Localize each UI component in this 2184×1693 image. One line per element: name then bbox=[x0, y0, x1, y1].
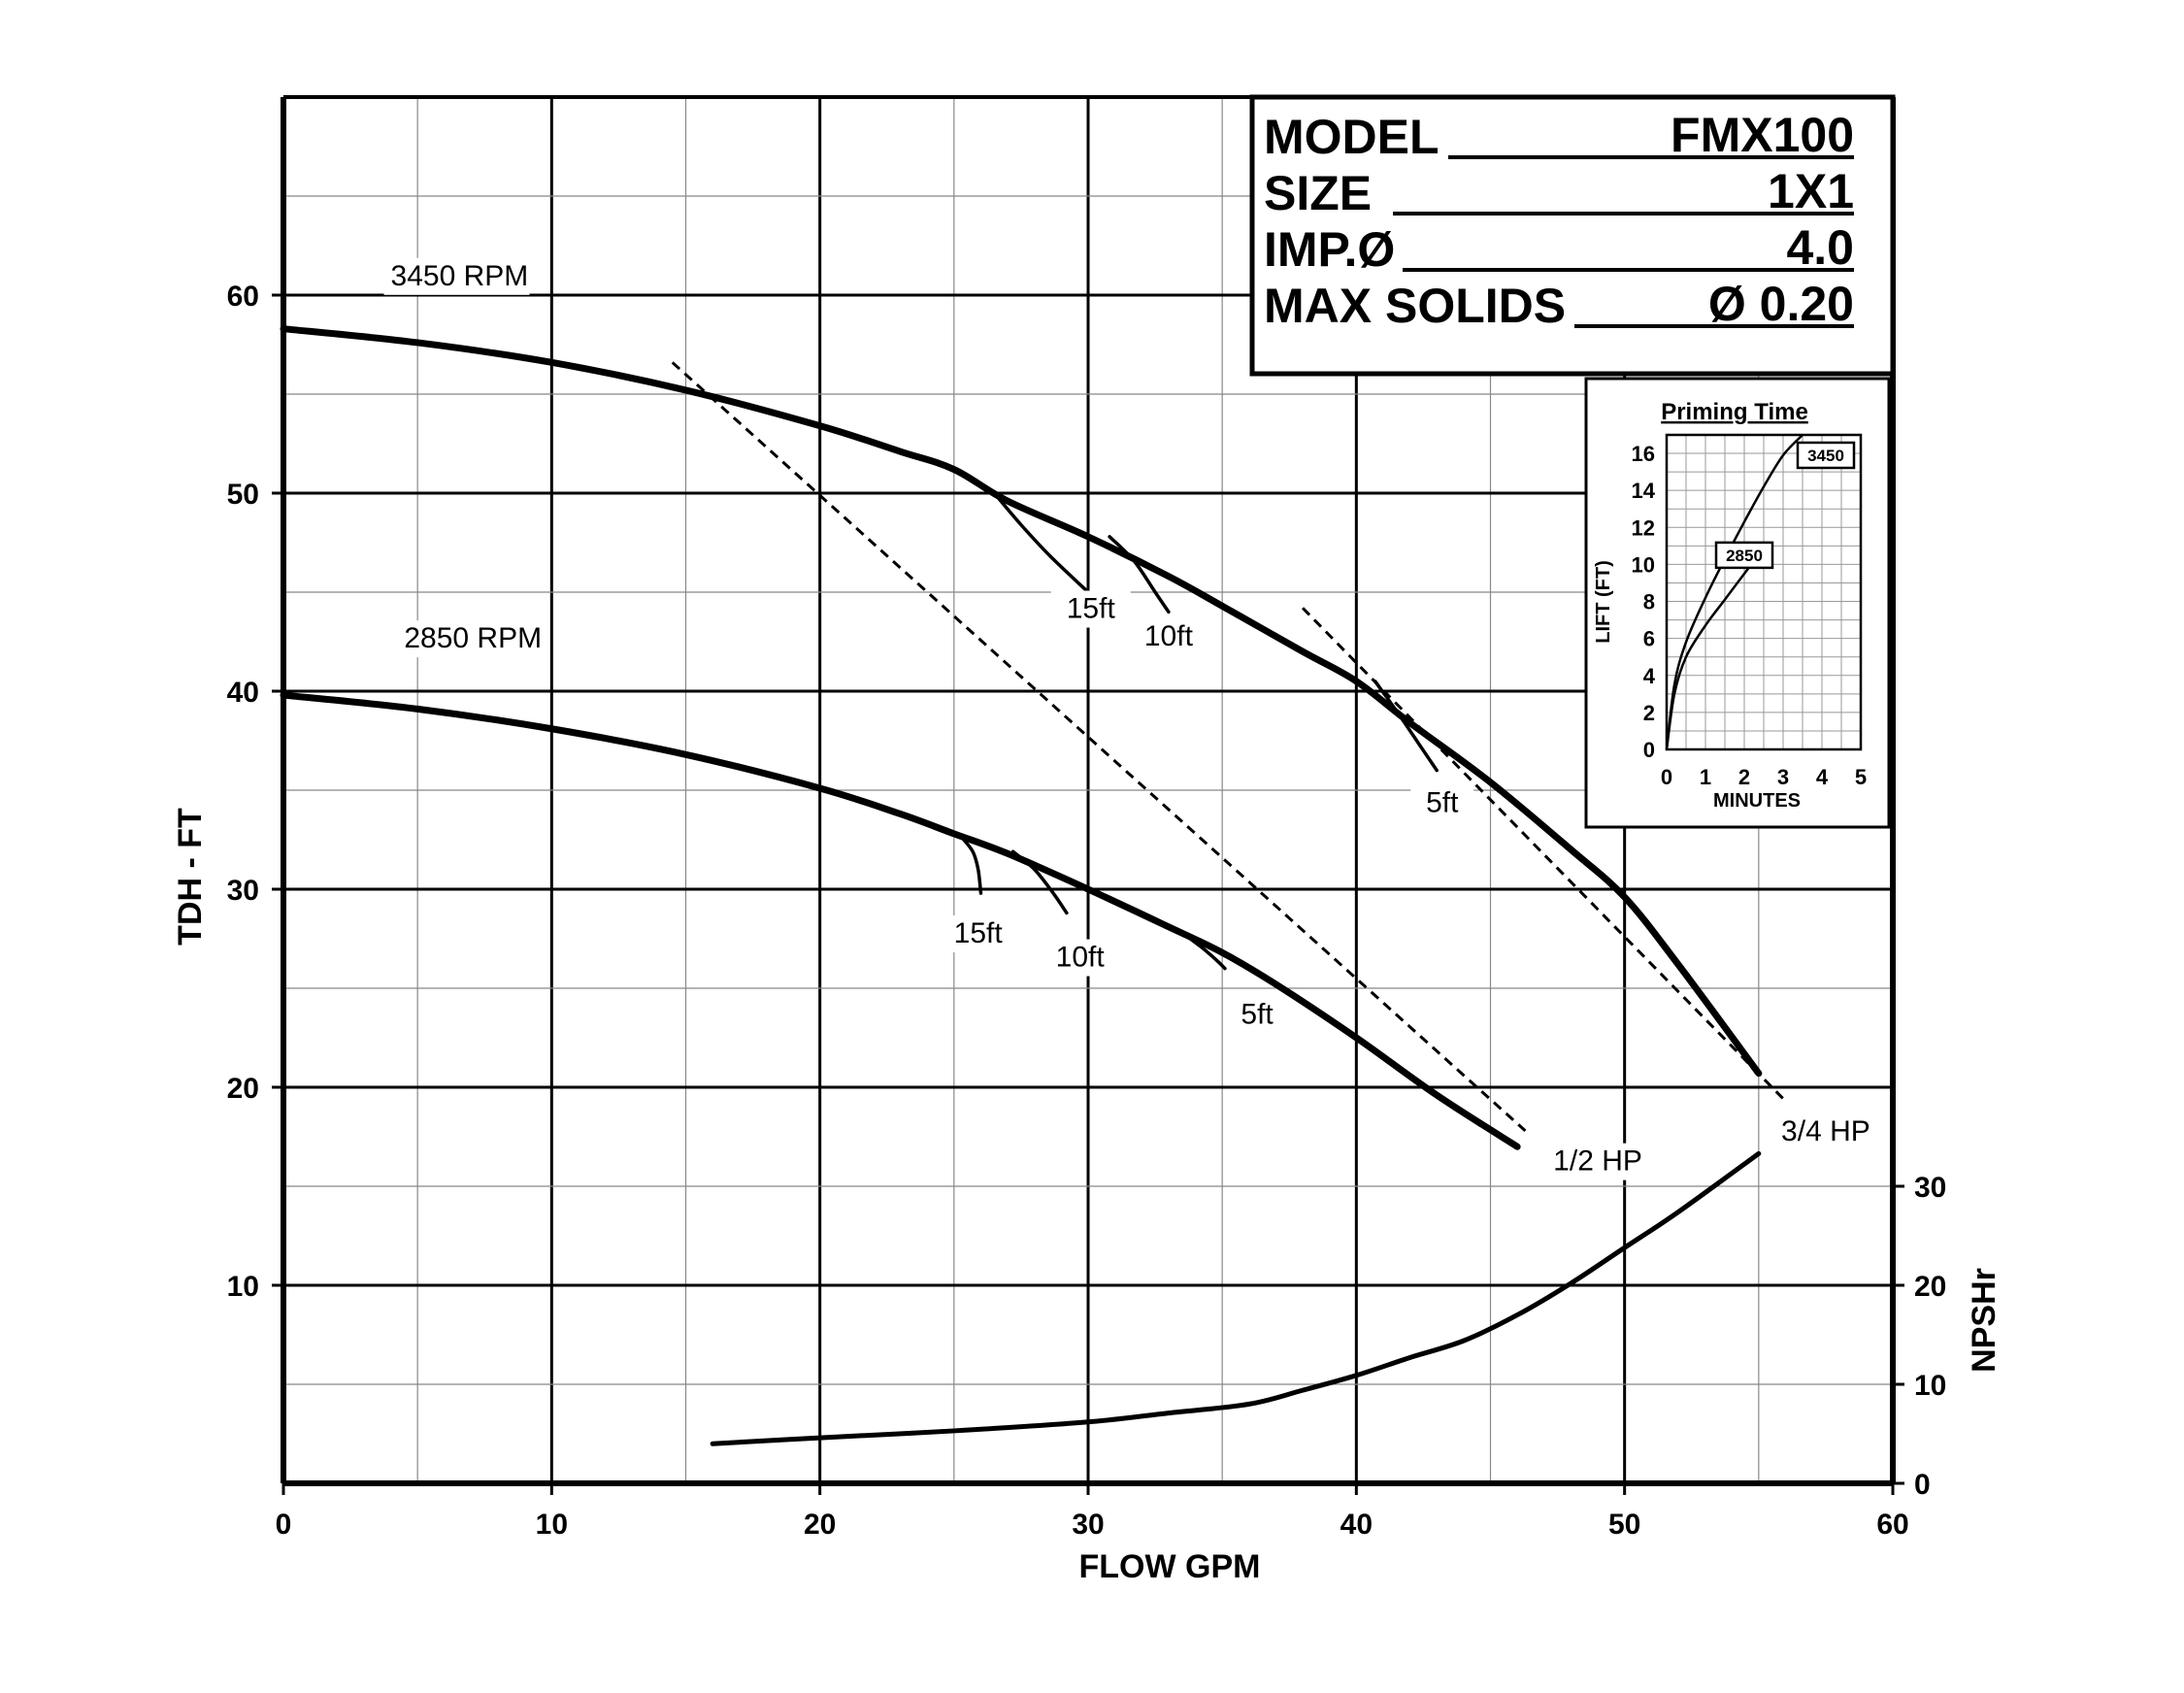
inset-y-tick-label: 6 bbox=[1643, 627, 1655, 651]
x-tick-label: 30 bbox=[1072, 1509, 1104, 1541]
inset-x-tick-label: 4 bbox=[1816, 765, 1829, 789]
spec-value: Ø 0.20 bbox=[1708, 277, 1854, 331]
inset-x-axis-title: MINUTES bbox=[1713, 790, 1801, 812]
inset-y-tick-label: 14 bbox=[1632, 479, 1656, 503]
y-tick-label: 20 bbox=[227, 1073, 259, 1105]
y-axis-title: TDH - FT bbox=[172, 808, 209, 946]
spec-label: MAX SOLIDS bbox=[1264, 279, 1566, 333]
inset-y-axis-title: LIFT (FT) bbox=[1593, 560, 1614, 644]
y-tick-label: 10 bbox=[227, 1271, 259, 1303]
hp-label-bg bbox=[1541, 1143, 1655, 1180]
inset-y-tick-label: 8 bbox=[1643, 590, 1655, 614]
hp-label-bg bbox=[1769, 1113, 1882, 1151]
npshr-tick-label: 30 bbox=[1914, 1172, 1946, 1204]
inset-series-box bbox=[1796, 441, 1856, 470]
y-tick-label: 60 bbox=[227, 281, 259, 313]
lift-label-bg bbox=[1040, 939, 1120, 977]
spec-value: 4.0 bbox=[1786, 220, 1854, 275]
lift-label-bg bbox=[1050, 590, 1131, 628]
spec-value: 1X1 bbox=[1768, 164, 1854, 218]
lift-branch-curve bbox=[960, 836, 983, 895]
npshr-tick-label: 20 bbox=[1914, 1271, 1946, 1303]
npshr-axis-title: NPSHr bbox=[1966, 1268, 2002, 1373]
x-axis-title: FLOW GPM bbox=[1079, 1548, 1261, 1585]
y-tick-label: 30 bbox=[227, 875, 259, 907]
lift-branch-curve bbox=[1010, 849, 1069, 915]
inset-y-tick-label: 12 bbox=[1632, 515, 1655, 540]
x-tick-label: 20 bbox=[804, 1509, 836, 1541]
x-tick-label: 10 bbox=[536, 1509, 568, 1541]
inset-y-tick-label: 2 bbox=[1643, 701, 1655, 725]
hp-label: 3/4 HP bbox=[1781, 1115, 1870, 1147]
inset-y-tick-label: 16 bbox=[1632, 442, 1655, 466]
lift-label: 10ft bbox=[1144, 620, 1194, 652]
inset-x-tick-label: 1 bbox=[1700, 765, 1711, 789]
inset-series-label: 2850 bbox=[1726, 547, 1763, 565]
inset-x-tick-label: 5 bbox=[1855, 765, 1867, 789]
spec-value: FMX100 bbox=[1671, 108, 1854, 162]
inset-x-tick-label: 0 bbox=[1661, 765, 1672, 789]
inset-x-tick-label: 2 bbox=[1738, 765, 1750, 789]
inset-y-tick-label: 4 bbox=[1643, 664, 1656, 688]
curve-labels: 3450 RPM 2850 RPM 15ft 10ft 5ft 15ft 10ft 5ft 1/… bbox=[383, 257, 1882, 1180]
lift-label-bg bbox=[1128, 618, 1208, 656]
speed-label-bg bbox=[397, 620, 544, 658]
y-tick-label: 40 bbox=[227, 677, 259, 709]
inset-y-tick-label: 10 bbox=[1632, 552, 1655, 577]
speed-label: 2850 RPM bbox=[404, 622, 542, 654]
x-tick-label: 40 bbox=[1340, 1509, 1373, 1541]
y-tick-label: 50 bbox=[227, 479, 259, 511]
lift-branch-curve bbox=[992, 491, 1090, 594]
lift-label: 5ft bbox=[1241, 999, 1274, 1031]
spec-box: MODEL FMX100 SIZE 1X1 IMP.Ø 4.0 MAX SOLIDS Ø 0.… bbox=[1249, 94, 1896, 377]
x-tick-label: 50 bbox=[1608, 1509, 1640, 1541]
x-tick-label: 0 bbox=[276, 1509, 292, 1541]
speed-label-bg bbox=[383, 257, 530, 295]
inset-title: Priming Time bbox=[1661, 399, 1808, 425]
x-tick-label: 60 bbox=[1876, 1509, 1908, 1541]
inset-series-label: 3450 bbox=[1807, 447, 1844, 465]
lift-branch-curve bbox=[1108, 535, 1171, 614]
speed-label: 3450 RPM bbox=[391, 260, 529, 292]
inset-plot-frame bbox=[1665, 433, 1863, 751]
inset-series-box bbox=[1714, 541, 1774, 570]
lift-label-bg bbox=[1410, 784, 1474, 822]
lift-label: 15ft bbox=[1067, 593, 1116, 625]
lift-branch-curve bbox=[1175, 927, 1227, 971]
lift-branch-curve bbox=[1373, 680, 1439, 773]
performance-curves bbox=[280, 325, 1763, 1446]
head-curve bbox=[280, 691, 1521, 1150]
lift-label-bg bbox=[938, 915, 1018, 953]
priming-curve bbox=[1665, 552, 1761, 750]
inset-frame bbox=[1584, 377, 1891, 829]
spec-label: MODEL bbox=[1264, 110, 1439, 164]
hp-label: 1/2 HP bbox=[1553, 1145, 1642, 1178]
lift-label-bg bbox=[1225, 996, 1289, 1034]
npshr-tick-label: 0 bbox=[1914, 1469, 1931, 1501]
npshr-curve bbox=[710, 1150, 1762, 1446]
inset-y-tick-label: 0 bbox=[1643, 738, 1655, 762]
lift-label: 15ft bbox=[954, 917, 1004, 949]
inset-x-tick-label: 3 bbox=[1777, 765, 1789, 789]
head-curve bbox=[280, 325, 1763, 1078]
npshr-tick-label: 10 bbox=[1914, 1370, 1946, 1402]
spec-label: IMP.Ø bbox=[1264, 222, 1395, 277]
spec-label: SIZE bbox=[1264, 166, 1372, 220]
lift-label: 10ft bbox=[1056, 942, 1106, 974]
lift-label: 5ft bbox=[1426, 786, 1459, 818]
